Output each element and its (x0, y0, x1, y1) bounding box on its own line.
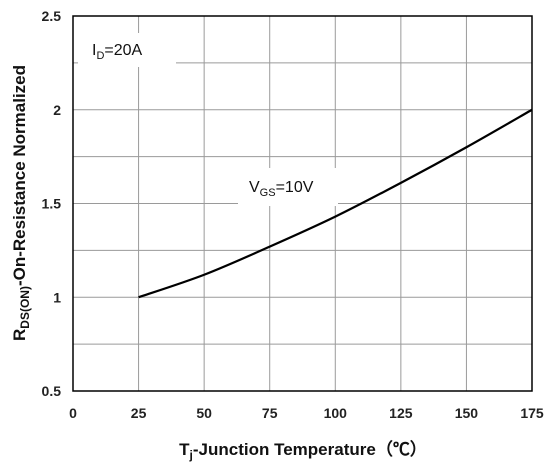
y-tick-label: 1.5 (42, 196, 62, 212)
y-tick-label: 0.5 (42, 383, 62, 399)
x-axis-title: Tj-Junction Temperature（℃） (179, 439, 427, 462)
x-tick-label: 50 (196, 405, 212, 421)
x-tick-label: 0 (69, 405, 77, 421)
id-annotation: ID=20A (92, 42, 143, 62)
tick-label-layer: 0 25 50 75 100 125 150 175 0.5 1 1.5 2 2.5 (42, 8, 544, 421)
y-tick-label: 1 (53, 289, 61, 305)
y-axis-title: RDS(ON)-On-Resistance Normalized (10, 65, 32, 341)
grid-layer (73, 16, 532, 391)
x-tick-label: 125 (389, 405, 413, 421)
x-tick-label: 75 (262, 405, 278, 421)
y-tick-label: 2 (53, 102, 61, 118)
x-tick-label: 150 (455, 405, 479, 421)
vgs-annotation: VGS=10V (249, 179, 314, 199)
annotation-layer: ID=20A VGS=10V (78, 33, 338, 206)
rdson-curve (138, 108, 533, 299)
x-tick-label: 100 (324, 405, 348, 421)
y-tick-label: 2.5 (42, 8, 62, 24)
vgs-label-background (238, 168, 338, 206)
data-layer (138, 108, 533, 299)
plot-frame (72, 15, 533, 392)
x-tick-label: 175 (520, 405, 544, 421)
x-tick-label: 25 (131, 405, 147, 421)
id-label-background (78, 33, 176, 67)
